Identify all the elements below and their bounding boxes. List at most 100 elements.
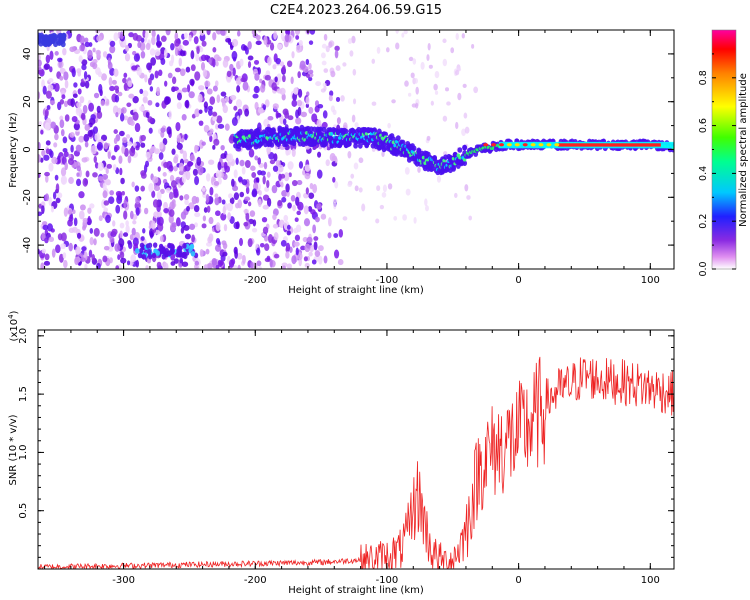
heatmap-cell <box>266 197 272 207</box>
heatmap-cell <box>200 61 206 71</box>
heatmap-cell <box>290 195 296 202</box>
heatmap-cell <box>351 114 356 123</box>
heatmap-cell <box>195 52 200 62</box>
heatmap-cell <box>63 151 69 158</box>
heatmap-cell <box>153 211 159 219</box>
heatmap-cell <box>147 249 152 255</box>
heatmap-cell <box>60 129 65 137</box>
heatmap-cell <box>323 68 329 73</box>
heatmap-cell <box>297 252 303 261</box>
heatmap-cell <box>413 217 417 224</box>
heatmap-cell <box>116 195 123 204</box>
heatmap-cell <box>38 59 42 67</box>
heatmap-cell <box>41 149 46 157</box>
heatmap-cell <box>53 142 58 148</box>
heatmap-cell <box>179 68 186 77</box>
heatmap-cell <box>63 100 68 108</box>
heatmap-cell <box>158 243 164 250</box>
heatmap-cell <box>89 228 94 234</box>
heatmap-cell <box>381 191 387 198</box>
heatmap-cell <box>38 121 43 127</box>
heatmap-cell <box>139 105 146 112</box>
heatmap-cell <box>506 143 512 147</box>
heatmap-cell <box>178 162 184 172</box>
heatmap-cell <box>353 143 359 149</box>
heatmap-cell <box>123 147 129 157</box>
heatmap-cell <box>128 241 133 249</box>
heatmap-cell <box>314 216 320 223</box>
heatmap-cell <box>275 57 281 65</box>
heatmap-cell <box>357 143 363 149</box>
heatmap-cell <box>295 117 302 125</box>
heatmap-cell <box>305 58 310 66</box>
heatmap-cell <box>168 110 172 120</box>
heatmap-cell <box>50 121 57 129</box>
heatmap-cell <box>286 224 291 230</box>
y-tick-label: 1.0 <box>18 444 29 460</box>
heatmap-cell <box>160 35 167 42</box>
heatmap-cell <box>186 205 190 212</box>
heatmap-cell <box>149 148 154 155</box>
heatmap-cell <box>82 104 88 114</box>
x-tick-label: -300 <box>112 275 135 286</box>
heatmap-cell <box>329 90 334 97</box>
heatmap-cell <box>96 141 104 151</box>
heatmap-cell <box>100 99 106 107</box>
heatmap-cell <box>81 64 87 71</box>
heatmap-cell <box>402 214 407 221</box>
heatmap-cell <box>300 245 306 251</box>
heatmap-cell <box>133 53 141 62</box>
heatmap-cell <box>135 196 140 205</box>
heatmap-cell <box>179 257 183 264</box>
heatmap-cell <box>81 157 88 163</box>
heatmap-cell <box>108 76 113 86</box>
heatmap-cell <box>135 206 140 216</box>
heatmap-cell <box>193 36 199 45</box>
heatmap-cell <box>140 51 146 59</box>
heatmap-cell <box>109 190 115 196</box>
heatmap-cell <box>325 159 330 167</box>
heatmap-cell <box>113 85 120 91</box>
heatmap-cell <box>212 116 217 122</box>
heatmap-cell <box>257 30 262 33</box>
heatmap-cell <box>73 82 78 88</box>
heatmap-cell <box>264 99 270 108</box>
heatmap-cell <box>308 106 314 114</box>
heatmap-cell <box>57 57 63 63</box>
heatmap-cell <box>186 84 191 93</box>
heatmap-cell <box>107 61 113 70</box>
heatmap-cell <box>76 178 82 187</box>
heatmap-cell <box>215 210 221 217</box>
heatmap-cell <box>79 44 85 52</box>
heatmap-cell <box>184 199 189 206</box>
heatmap-cell <box>45 54 51 64</box>
heatmap-cell <box>337 258 344 266</box>
heatmap-cell <box>554 143 560 147</box>
heatmap-cell <box>119 251 125 259</box>
heatmap-cell <box>303 218 311 227</box>
heatmap-cell <box>68 242 73 252</box>
heatmap-cell <box>209 96 216 105</box>
heatmap-cell <box>227 212 232 221</box>
heatmap-cell <box>224 123 230 131</box>
heatmap-cell <box>321 43 327 49</box>
heatmap-cell <box>55 183 60 193</box>
heatmap-cell <box>79 204 86 211</box>
heatmap-cell <box>117 91 123 97</box>
heatmap-cell <box>235 157 239 165</box>
heatmap-cell <box>177 251 182 258</box>
heatmap-cell <box>152 176 159 184</box>
heatmap-cell <box>417 166 421 173</box>
heatmap-cell <box>427 42 431 51</box>
heatmap-cell <box>190 250 196 257</box>
heatmap-cell <box>312 224 317 234</box>
heatmap-cell <box>51 156 58 165</box>
heatmap-cell <box>129 234 134 241</box>
heatmap-cell <box>464 184 469 192</box>
heatmap-cell <box>306 236 313 244</box>
heatmap-cell <box>241 166 246 175</box>
heatmap-cell <box>109 40 116 47</box>
heatmap-cell <box>100 232 105 238</box>
heatmap-cell <box>96 105 101 114</box>
heatmap-cell <box>181 261 189 267</box>
